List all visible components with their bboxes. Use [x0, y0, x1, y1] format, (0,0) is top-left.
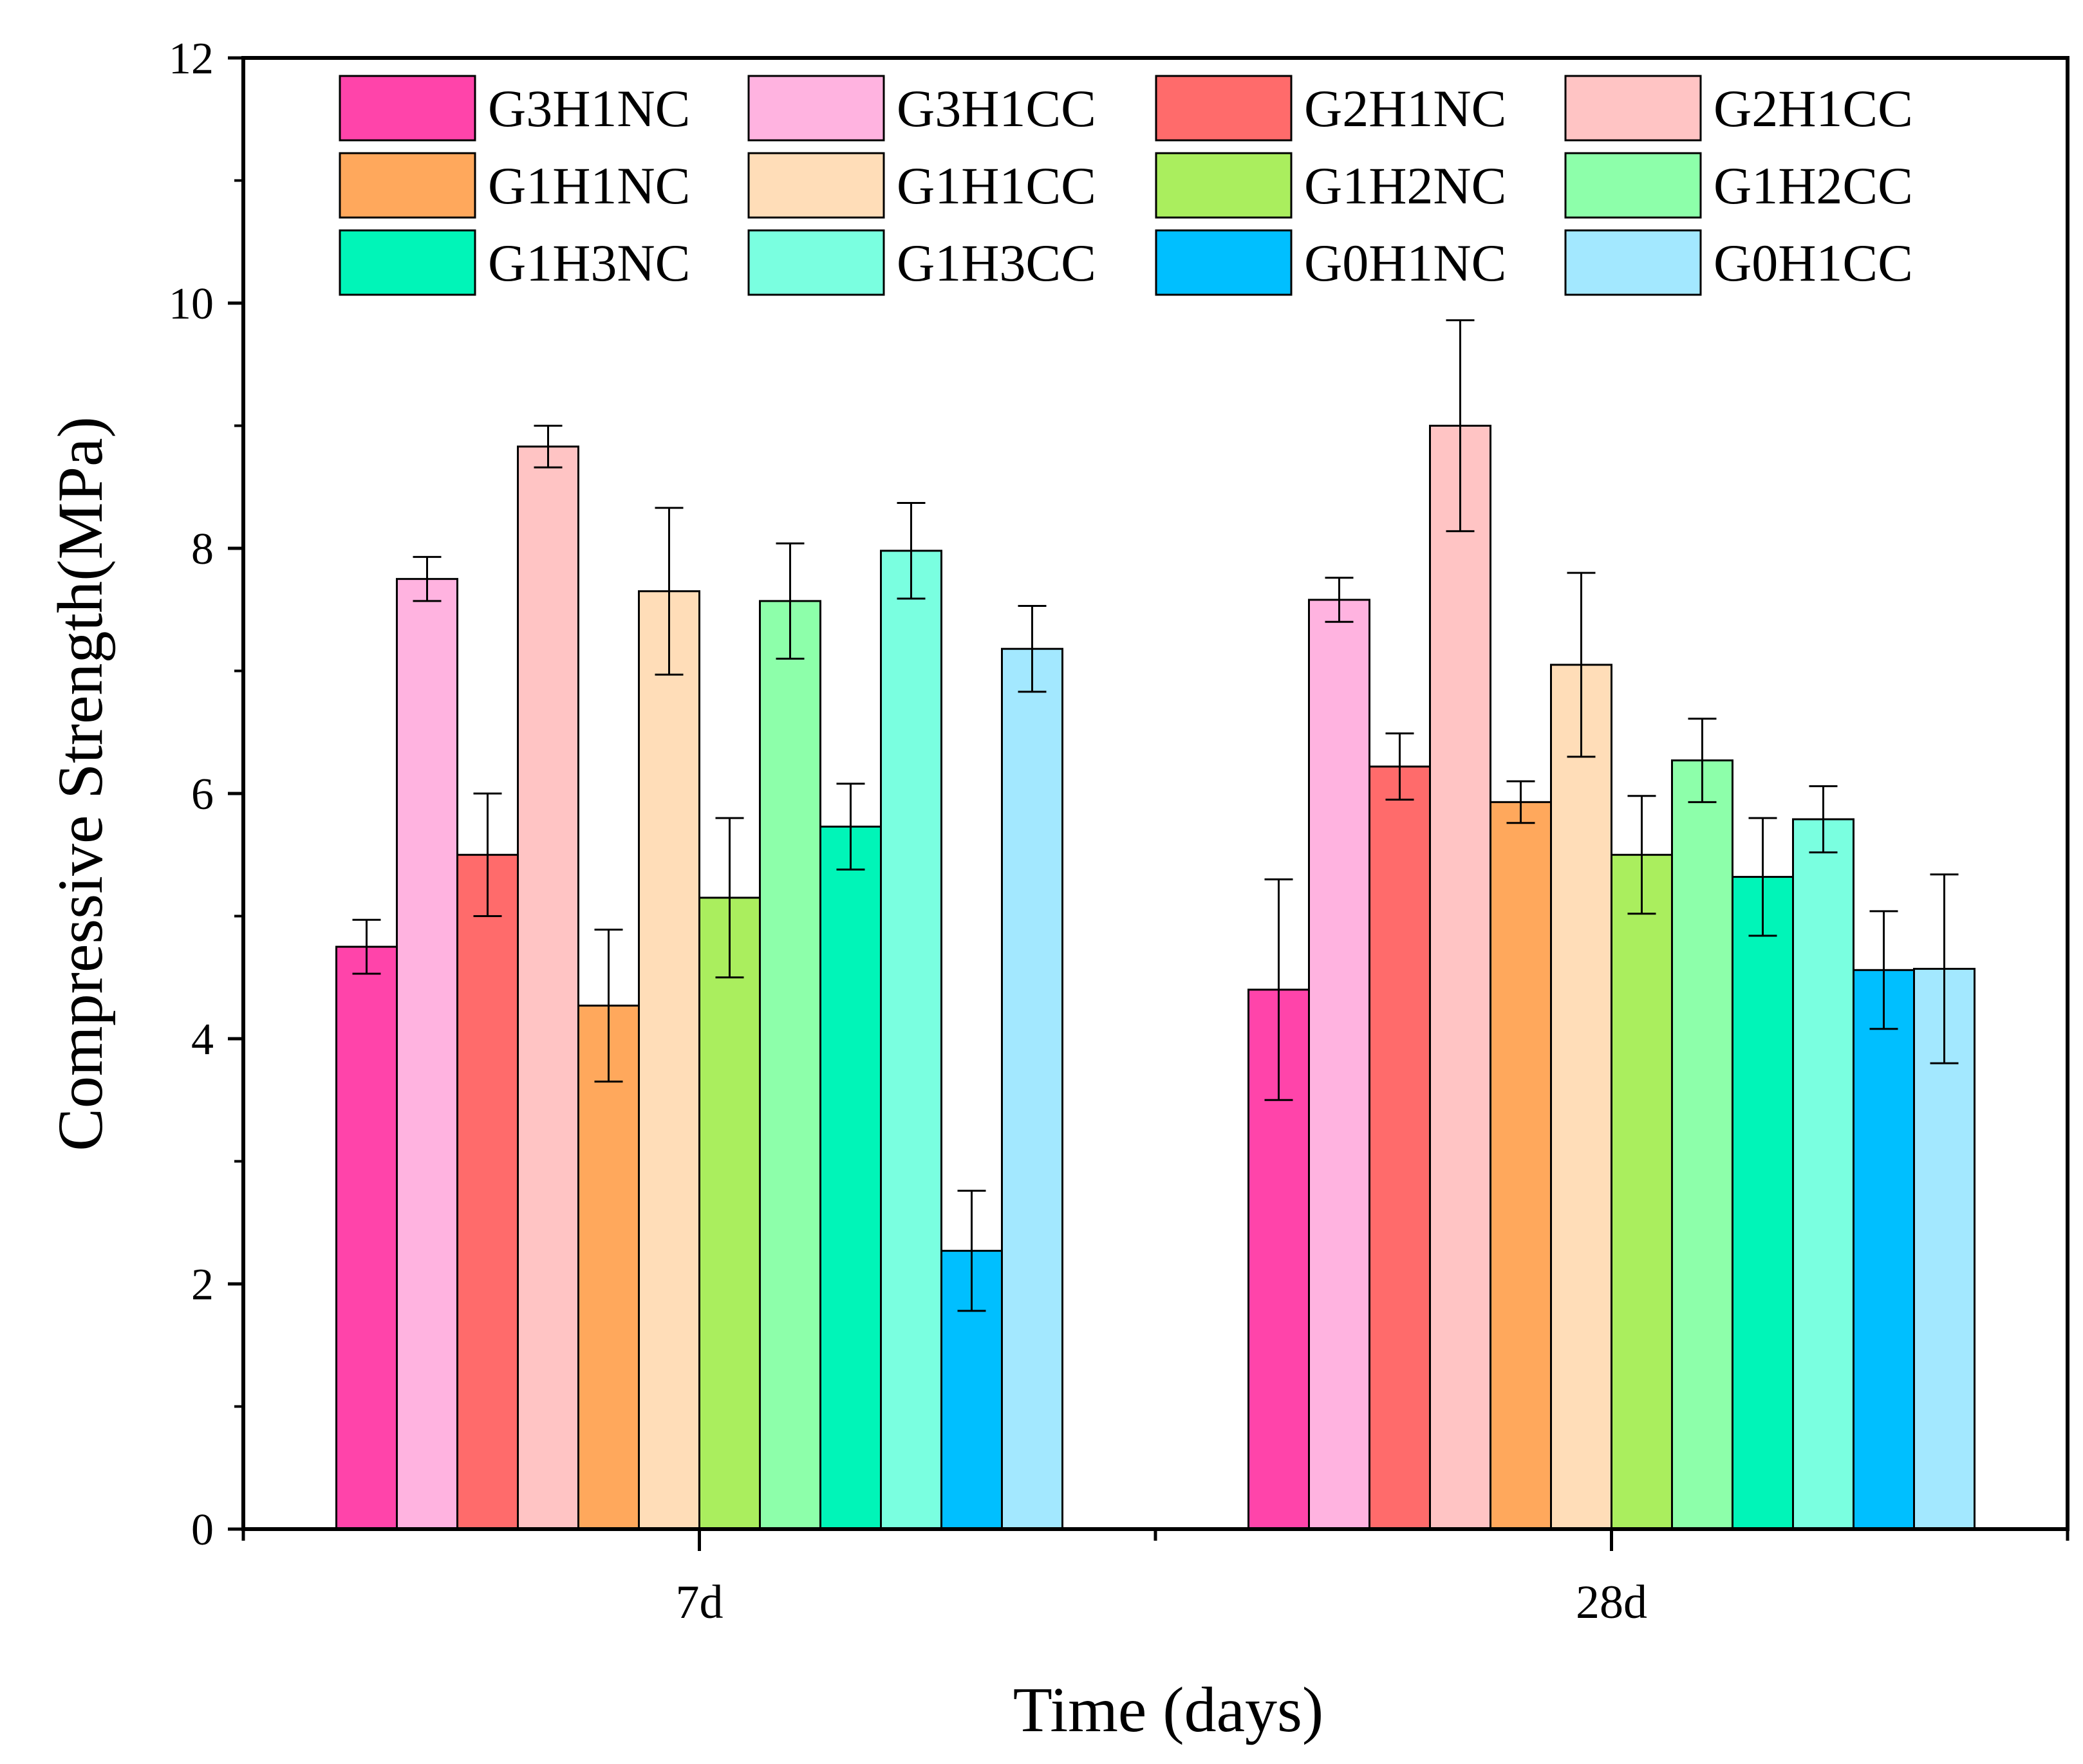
bar-G3H1CC-28d: [1308, 599, 1370, 1530]
y-tick-label: 10: [169, 279, 214, 329]
x-tick-label-7d: 7d: [676, 1576, 724, 1629]
error-bar-G1H3CC-28d: [1809, 785, 1838, 853]
bar-G1H3CC-28d: [1792, 818, 1854, 1530]
bar-G0H1CC-7d: [1001, 647, 1063, 1530]
legend-swatch: [747, 152, 885, 219]
y-axis-title: Compressive Strength(MPa): [44, 416, 116, 1151]
legend-entry-G1H3CC: G1H3CC: [747, 229, 1096, 296]
axes-layer: 0 2 4 6 8 10 12 7d 28d: [169, 34, 2069, 1629]
y-tick-label: 12: [169, 34, 214, 84]
legend-entry-G1H1CC: G1H1CC: [747, 152, 1096, 219]
legend-label: G0H1NC: [1304, 234, 1506, 292]
bars-layer: [335, 425, 1976, 1530]
legend-swatch: [1564, 152, 1702, 219]
legend-entry-G1H1NC: G1H1NC: [339, 152, 690, 219]
error-bar-G3H1NC-7d: [352, 918, 381, 975]
legend-swatch: [1155, 75, 1293, 142]
bar-G2H1CC-28d: [1429, 425, 1491, 1530]
y-tick-label: 8: [191, 525, 214, 574]
legend-swatch: [1155, 229, 1293, 296]
bar-G1H1NC-7d: [577, 1005, 640, 1530]
bar-G3H1NC-7d: [335, 945, 398, 1530]
legend-label: G1H2NC: [1304, 156, 1506, 215]
legend-swatch: [747, 229, 885, 296]
legend-entry-G1H2NC: G1H2NC: [1155, 152, 1506, 219]
bar-G2H1NC-28d: [1368, 765, 1431, 1530]
error-bar-G1H2NC-7d: [715, 817, 744, 979]
bar-G1H1CC-7d: [638, 590, 700, 1530]
legend-swatch: [339, 75, 476, 142]
error-bar-G1H1CC-28d: [1567, 571, 1596, 758]
y-tick-label: 0: [191, 1505, 214, 1555]
legend-label: G3H1CC: [897, 79, 1096, 138]
error-bar-G3H1NC-28d: [1264, 878, 1293, 1101]
y-tick-label: 6: [191, 770, 214, 819]
error-bar-G0H1CC-7d: [1018, 605, 1047, 693]
bar-G1H3CC-7d: [880, 550, 942, 1530]
error-bar-G2H1NC-28d: [1385, 732, 1414, 801]
legend-entry-G2H1NC: G2H1NC: [1155, 75, 1506, 142]
error-bar-G1H3NC-28d: [1748, 817, 1777, 937]
legend-label: G0H1CC: [1714, 234, 1913, 292]
error-bar-G1H1CC-7d: [655, 506, 684, 676]
error-bar-G1H1NC-7d: [594, 928, 623, 1083]
legend-entry-G1H2CC: G1H2CC: [1564, 152, 1913, 219]
bar-G2H1NC-7d: [456, 853, 519, 1530]
y-tick-label: 4: [191, 1015, 214, 1064]
error-bar-G2H1CC-28d: [1446, 319, 1475, 532]
error-bar-G1H3NC-7d: [836, 783, 865, 871]
legend-label: G2H1CC: [1714, 79, 1913, 138]
legend-swatch: [339, 152, 476, 219]
legend-label: G1H1CC: [897, 156, 1096, 215]
legend-label: G1H3CC: [897, 234, 1096, 292]
error-bar-G0H1NC-28d: [1869, 910, 1898, 1030]
y-tick-label: 2: [191, 1260, 214, 1310]
bar-G0H1NC-28d: [1853, 969, 1915, 1530]
legend-entry-G0H1CC: G0H1CC: [1564, 229, 1913, 296]
bar-G1H1NC-28d: [1490, 801, 1552, 1530]
error-bar-G0H1CC-28d: [1930, 873, 1959, 1064]
error-bar-G1H1NC-28d: [1506, 780, 1535, 824]
legend-entry-G0H1NC: G0H1NC: [1155, 229, 1506, 296]
error-bar-G0H1NC-7d: [957, 1189, 986, 1312]
legend-swatch: [1564, 229, 1702, 296]
bar-G2H1CC-7d: [517, 445, 579, 1530]
legend-label: G3H1NC: [488, 79, 690, 138]
error-bar-G1H2CC-7d: [776, 542, 805, 660]
legend-label: G1H3NC: [488, 234, 690, 292]
legend-entry-G3H1NC: G3H1NC: [339, 75, 690, 142]
error-bar-G1H2CC-28d: [1688, 718, 1717, 803]
bar-G1H2CC-7d: [759, 600, 821, 1530]
bar-G1H3NC-7d: [819, 825, 882, 1530]
legend-label: G1H1NC: [488, 156, 690, 215]
legend-entry-G1H3NC: G1H3NC: [339, 229, 690, 296]
bar-G1H3NC-28d: [1732, 876, 1794, 1530]
legend-swatch: [339, 229, 476, 296]
legend-entry-G3H1CC: G3H1CC: [747, 75, 1096, 142]
error-bars-layer: [352, 319, 1959, 1312]
error-bar-G1H2NC-28d: [1627, 795, 1656, 915]
bar-G3H1CC-7d: [396, 578, 458, 1530]
legend-swatch: [1155, 152, 1293, 219]
legend-entry-G2H1CC: G2H1CC: [1564, 75, 1913, 142]
legend-label: G2H1NC: [1304, 79, 1506, 138]
error-bar-G3H1CC-28d: [1325, 577, 1354, 623]
legend-swatch: [747, 75, 885, 142]
bar-G1H2NC-28d: [1611, 853, 1673, 1530]
error-bar-G3H1CC-7d: [413, 555, 442, 602]
bar-G1H2NC-7d: [698, 896, 761, 1530]
legend-label: G1H2CC: [1714, 156, 1913, 215]
error-bar-G1H3CC-7d: [897, 502, 926, 600]
error-bar-G2H1NC-7d: [473, 792, 502, 917]
bar-G1H2CC-28d: [1671, 759, 1733, 1530]
x-tick-label-28d: 28d: [1576, 1576, 1647, 1629]
legend: G3H1NC G3H1CC G2H1NC G2H1CC G1H1NC G1H1CC G1H2…: [339, 75, 1913, 296]
legend-swatch: [1564, 75, 1702, 142]
error-bar-G2H1CC-7d: [534, 425, 563, 469]
x-axis-title: Time (days): [1013, 1674, 1323, 1745]
bar-G1H1CC-28d: [1550, 664, 1612, 1530]
